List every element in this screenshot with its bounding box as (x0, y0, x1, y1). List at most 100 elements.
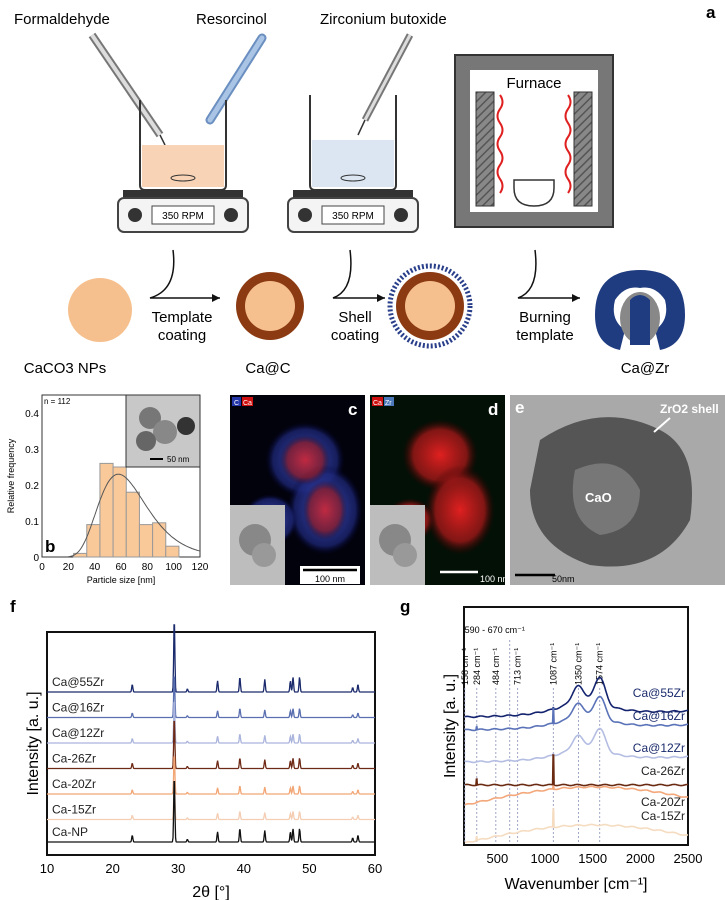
y-tick-label: 0.4 (25, 409, 39, 420)
raman-series-line (464, 808, 689, 844)
panel-label-a: a (706, 3, 716, 22)
y-axis-label: Intensity [a. u.] (442, 674, 459, 778)
y-axis-label: Intensity [a. u.] (25, 691, 42, 795)
panel-c-eds-map: C Ca c 100 nm (230, 395, 365, 585)
panel-label-d: d (488, 400, 498, 419)
c-legend-c: C (234, 400, 239, 407)
peak-marker-label: 484 cm⁻¹ (491, 648, 501, 685)
peak-marker-label: 713 cm⁻¹ (513, 648, 523, 685)
ca-zr-particle (595, 270, 685, 350)
panel-f-xrd-chart: Ca@55Zr Ca@16Zr Ca@12Zr Ca-26Zr Ca-20Zr Ca-15… (25, 624, 382, 900)
raman-series-line (464, 785, 689, 806)
panel-label-c: c (348, 400, 357, 419)
peak-marker-label: 284 cm⁻¹ (472, 648, 482, 685)
c-scale-bar: 100 nm (315, 574, 345, 584)
reagent-resorcinol: Resorcinol (196, 11, 267, 28)
caco3-particle (68, 278, 132, 342)
syringe-icon (357, 33, 414, 136)
peak-marker-label: 158 cm⁻¹ (460, 648, 470, 685)
peak-marker-label: 1087 cm⁻¹ (548, 643, 558, 685)
peak-marker-label: 590 - 670 cm⁻¹ (465, 625, 525, 635)
peak-marker-label: 1574 cm⁻¹ (595, 643, 605, 685)
panel-label-e: e (515, 398, 524, 417)
y-axis-label: Relative frequency (6, 438, 16, 513)
x-tick-label: 1000 (531, 851, 560, 866)
particle-label-caco3: CaCO3 NPs (24, 360, 107, 377)
hot-plate-stirrer-2: 350 RPM (287, 190, 419, 233)
x-tick-label: 500 (487, 851, 509, 866)
reagent-zirconium-butoxide: Zirconium butoxide (320, 11, 447, 28)
series-label: Ca@16Zr (633, 709, 685, 723)
histogram-bar (99, 462, 114, 558)
xrd-series-line (47, 781, 375, 821)
furnace: Furnace (454, 54, 614, 228)
xrd-series-line (47, 720, 375, 770)
d-legend-ca: Ca (373, 400, 382, 407)
x-tick-label: 60 (368, 861, 382, 876)
x-axis-label: Wavenumber [cm⁻¹] (505, 876, 648, 893)
x-axis-label: Particle size [nm] (87, 575, 156, 585)
c-legend-ca: Ca (243, 400, 252, 407)
panel-label-g: g (400, 597, 410, 616)
e-scale-bar: 50nm (552, 574, 575, 584)
raman-series-line (464, 695, 688, 732)
xrd-series-line (47, 780, 375, 843)
step-label-template-coating-2: coating (158, 327, 206, 344)
series-label: Ca@12Zr (52, 726, 104, 740)
series-label: Ca-26Zr (52, 752, 96, 766)
raman-series-line (464, 754, 688, 787)
histogram-bar (112, 466, 127, 558)
raman-series-line (464, 676, 688, 719)
x-tick-label: 0 (39, 562, 45, 573)
step-label-burning-template-2: template (516, 327, 574, 344)
histogram-bar (86, 524, 101, 558)
step-label-shell-coating-1: Shell (338, 309, 371, 326)
reagent-formaldehyde: Formaldehyde (14, 11, 110, 28)
ca-c-core (245, 281, 295, 331)
x-tick-label: 2500 (674, 851, 703, 866)
panel-label-b: b (45, 537, 55, 556)
step-arrow-2: Shell coating (331, 249, 385, 344)
beaker-1 (139, 100, 227, 191)
series-label: Ca@55Zr (633, 686, 685, 700)
beaker-2 (309, 95, 397, 191)
step-label-template-coating-1: Template (152, 309, 213, 326)
zr-coated-particle-core (405, 281, 455, 331)
sample-count: n = 112 (44, 397, 71, 406)
d-scale-bar: 100 nm (480, 574, 510, 584)
histogram-bar (165, 545, 180, 558)
y-tick-label: 0 (33, 553, 39, 564)
x-tick-label: 30 (171, 861, 185, 876)
series-label: Ca-15Zr (641, 809, 685, 823)
x-tick-label: 100 (165, 562, 182, 573)
step-arrow-3: Burning template (516, 249, 580, 344)
stirrer-display-1: 350 RPM (162, 211, 204, 222)
syringe-icon (88, 32, 170, 153)
panel-g-raman-chart: 158 cm⁻¹ 284 cm⁻¹ 484 cm⁻¹ 590 - 670 cm⁻¹ 71… (442, 606, 703, 893)
panel-d-eds-map: Ca Zr d 100 nm (370, 395, 510, 585)
x-tick-label: 50 (302, 861, 316, 876)
peak-marker-label: 1350 cm⁻¹ (573, 643, 583, 685)
y-tick-label: 0.3 (25, 445, 39, 456)
furnace-label: Furnace (506, 75, 561, 92)
particle-label-ca-c: Ca@C (245, 360, 290, 377)
xrd-series-line (47, 624, 375, 693)
e-label-zro2-shell: ZrO2 shell (660, 402, 719, 416)
x-tick-label: 40 (89, 562, 101, 573)
histogram-bar (125, 491, 140, 558)
series-label: Ca@12Zr (633, 741, 685, 755)
x-tick-label: 40 (237, 861, 251, 876)
xrd-series-line (47, 702, 375, 745)
b-inset-tem: 50 nm (125, 394, 201, 468)
x-tick-label: 1500 (578, 851, 607, 866)
xrd-series-line (47, 756, 375, 796)
e-label-cao: CaO (585, 490, 612, 505)
x-tick-label: 120 (192, 562, 209, 573)
panel-b-histogram: 0 20 40 60 80 100 120 0 0.1 0.2 0.3 0.4 Particle siz… (6, 394, 209, 585)
fit-curve (68, 473, 201, 558)
panel-e-tem: e ZrO2 shell CaO 50nm (510, 395, 725, 585)
series-label: Ca-NP (52, 825, 88, 839)
xrd-series-line (47, 676, 375, 719)
series-label: Ca@16Zr (52, 701, 104, 715)
